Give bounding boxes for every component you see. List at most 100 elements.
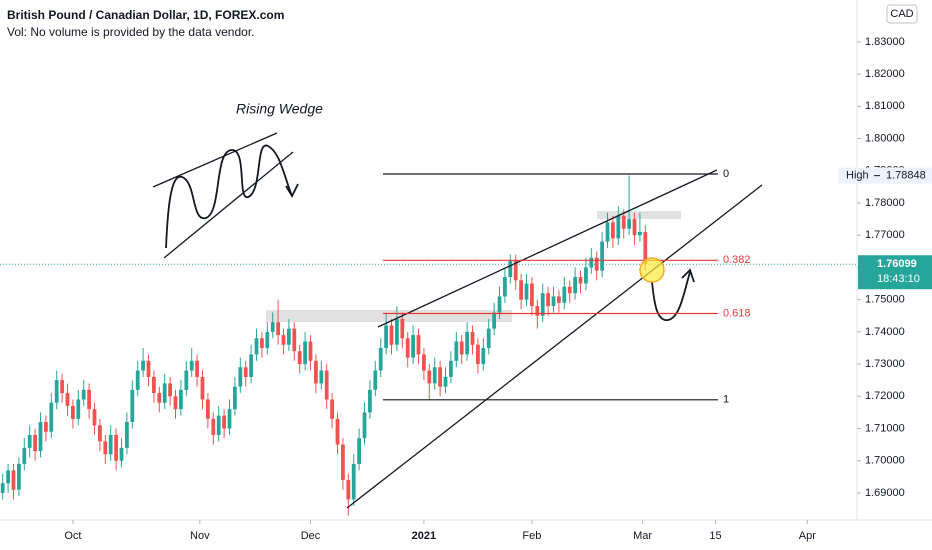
x-tick-label: Nov (190, 530, 210, 542)
currency-badge[interactable] (886, 4, 918, 24)
candle-body (535, 306, 540, 316)
candle-body (49, 402, 54, 432)
highlight-circle (639, 257, 665, 283)
fib-label: 1 (723, 394, 729, 406)
x-tick-label: 2021 (412, 530, 436, 542)
support-zone (266, 310, 512, 322)
candle-body (524, 283, 529, 300)
candle-body (222, 415, 226, 429)
icon-squiggle (165, 144, 293, 249)
y-tick-label: 1.73000 (865, 358, 905, 370)
candle-body (476, 344, 480, 365)
candle-body (216, 415, 221, 435)
icon-arrow (285, 183, 299, 198)
candle-body (557, 296, 561, 303)
high-badge (838, 167, 932, 184)
y-tick-label: 1.72000 (865, 390, 905, 402)
candle-body (297, 351, 302, 365)
y-tick-label: 1.82000 (865, 68, 905, 80)
y-tick-label: 1.83000 (865, 36, 905, 48)
y-tick-label: 1.77000 (865, 229, 905, 241)
candle-body (276, 322, 280, 336)
fib-label: 0.618 (723, 307, 751, 319)
y-tick-label: 1.71000 (865, 422, 905, 434)
wedge-upper (377, 169, 718, 328)
candle-body (486, 328, 491, 348)
x-tick-label: Feb (522, 530, 541, 542)
candle-body (562, 286, 567, 303)
currency[interactable]: CAD (890, 8, 913, 20)
candle-body (11, 470, 16, 490)
candle-body (605, 222, 610, 242)
candle-body (373, 370, 378, 390)
candle-body (22, 447, 27, 464)
candle-body (341, 444, 345, 481)
candle-body (119, 447, 124, 461)
candle-body (411, 335, 415, 358)
candle-body (152, 376, 156, 394)
candle-body (330, 399, 334, 419)
candle-body (513, 260, 518, 281)
candle-body (195, 360, 199, 377)
candle-body (384, 325, 388, 348)
candle-body (157, 393, 162, 403)
candle-body (503, 277, 507, 297)
candle-body (324, 370, 329, 400)
candle-body (519, 280, 524, 300)
candle-body (206, 399, 210, 419)
candle-body (287, 328, 291, 345)
candle-body (481, 347, 486, 365)
candle-body (184, 370, 189, 390)
candle-body (71, 405, 75, 419)
candle-body (459, 341, 464, 355)
candle-body (643, 231, 648, 265)
candle-body (130, 389, 135, 423)
candle-body (492, 312, 497, 329)
candle-body (200, 376, 205, 400)
candle-body (449, 360, 453, 377)
candle-body (227, 409, 232, 429)
candle-body (76, 399, 81, 419)
candle-body (611, 222, 615, 239)
candle-body (454, 341, 459, 361)
projection-arrow-head (681, 268, 695, 283)
candles (0, 175, 648, 516)
candle-body (567, 286, 572, 294)
candle-body (346, 480, 351, 500)
candle-body (60, 380, 64, 394)
candle-body (314, 360, 318, 384)
candle-body (44, 422, 48, 432)
candle-body (87, 389, 91, 410)
candle-body (470, 331, 475, 345)
candle-body (573, 277, 578, 294)
candle-body (243, 367, 248, 377)
candle-body (179, 389, 183, 410)
fib-label: 0 (723, 168, 729, 180)
candle-body (162, 383, 167, 403)
candle-body (400, 318, 405, 339)
high-label: High (846, 170, 869, 182)
drawings (152, 132, 763, 509)
candle-body (265, 331, 270, 348)
candle-body (551, 296, 556, 307)
x-tick-label: Dec (301, 530, 321, 542)
candle-body (638, 231, 642, 236)
wedge-lower (346, 184, 763, 509)
overlay: 0 0.382 0.618 1 (0, 168, 857, 406)
candle-body (249, 354, 253, 377)
candle-body (292, 328, 297, 352)
candle-body (497, 296, 502, 313)
high-value: 1.78848 (886, 170, 926, 182)
candle-body (308, 341, 313, 361)
candle-body (530, 283, 534, 307)
candle-body (540, 293, 545, 316)
y-tick-label: 1.80000 (865, 132, 905, 144)
chart-subtitle: Vol: No volume is provided by the data v… (7, 25, 254, 39)
candle-body (616, 215, 621, 239)
countdown-label: 18:43:10 (877, 273, 920, 285)
candle-body (38, 422, 43, 452)
candle-body (108, 434, 113, 455)
last-price-label: 1.76099 (877, 258, 917, 270)
